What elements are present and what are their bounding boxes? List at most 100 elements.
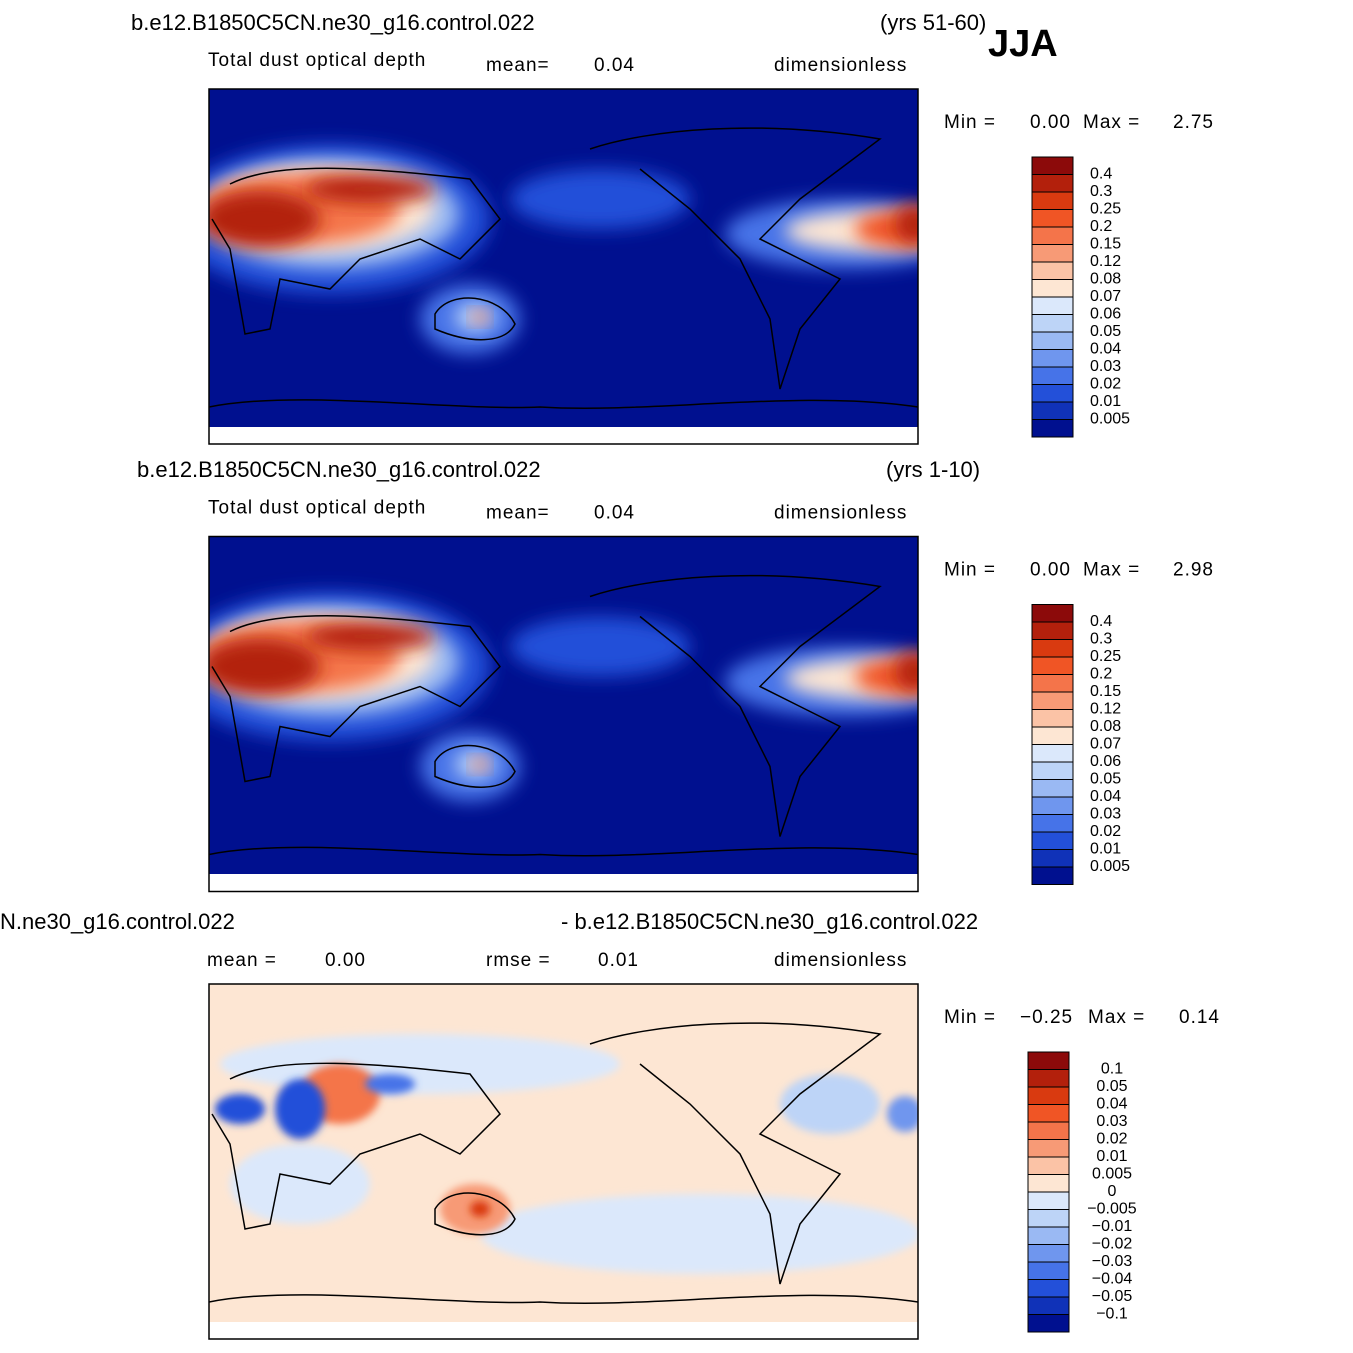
colorbar-box — [1031, 621, 1074, 640]
map — [209, 536, 918, 874]
max-value: 0.14 — [1179, 1007, 1220, 1028]
colorbar-box — [1027, 1156, 1070, 1175]
max-value: 2.75 — [1173, 112, 1214, 133]
max-label: Max = — [1083, 560, 1140, 581]
colorbar-label: 0.03 — [1090, 358, 1121, 375]
colorbar-label: 0.02 — [1090, 376, 1121, 393]
colorbar-label: −0.05 — [1092, 1288, 1133, 1305]
colorbar-label: −0.1 — [1096, 1306, 1128, 1323]
colorbar-box — [1031, 349, 1074, 368]
colorbar-box — [1031, 331, 1074, 350]
colorbar-box — [1027, 1104, 1070, 1123]
colorbar-label: 0.05 — [1090, 323, 1121, 340]
colorbar-box — [1031, 279, 1074, 298]
colorbar-box — [1031, 226, 1074, 245]
colorbar-box — [1027, 1244, 1070, 1263]
colorbar-label: −0.005 — [1087, 1201, 1136, 1218]
colorbar-label: 0.01 — [1096, 1148, 1127, 1165]
colorbar-box — [1027, 1069, 1070, 1088]
colorbar-box — [1031, 174, 1074, 193]
colorbar-label: 0.08 — [1090, 271, 1121, 288]
colorbar-label: −0.01 — [1092, 1218, 1133, 1235]
colorbar-label: 0.04 — [1096, 1096, 1127, 1113]
colorbar-box — [1031, 401, 1074, 420]
dust-plume — [510, 169, 690, 229]
colorbar-label: 0.005 — [1090, 411, 1130, 428]
dust-plume — [510, 616, 690, 677]
colorbar-box — [1027, 1279, 1070, 1298]
colorbar-label: −0.04 — [1092, 1271, 1133, 1288]
colorbar-label: 0.04 — [1090, 341, 1121, 358]
colorbar-box — [1031, 744, 1074, 763]
colorbar-box — [1027, 1191, 1070, 1210]
colorbar-box — [1027, 1121, 1070, 1140]
difference-field — [220, 1034, 620, 1094]
colorbar-box — [1031, 674, 1074, 693]
colorbar-label: 0.12 — [1090, 701, 1121, 718]
panel-title-left: N.ne30_g16.control.022 — [0, 909, 235, 934]
colorbar-label: 0.12 — [1090, 253, 1121, 270]
map-frame — [208, 535, 919, 893]
colorbar-label: 0.02 — [1090, 823, 1121, 840]
difference-field — [275, 1079, 325, 1139]
min-label: Min = — [944, 1007, 996, 1028]
colorbar-label: 0.1 — [1101, 1061, 1123, 1078]
colorbar-label: 0.01 — [1090, 841, 1121, 858]
panel-title-left: b.e12.B1850C5CN.ne30_g16.control.022 — [137, 457, 541, 482]
colorbar-box — [1031, 691, 1074, 710]
coastline — [209, 846, 918, 857]
colorbar-box — [1031, 366, 1074, 385]
colorbar-label: 0.03 — [1090, 806, 1121, 823]
colorbar-label: 0.4 — [1090, 613, 1112, 630]
colorbar-box — [1027, 1226, 1070, 1245]
panel-title-left: b.e12.B1850C5CN.ne30_g16.control.022 — [131, 10, 535, 35]
colorbar-box — [1027, 1261, 1070, 1280]
colorbar-label: 0.2 — [1090, 218, 1112, 235]
coastline — [589, 127, 882, 390]
map — [209, 984, 918, 1322]
dust-plume — [895, 204, 918, 244]
variable-name: Total dust optical depth — [208, 498, 426, 519]
colorbar-box — [1031, 314, 1074, 333]
difference-field — [480, 1194, 918, 1274]
colorbar-box — [1031, 639, 1074, 658]
colorbar-box — [1031, 866, 1074, 885]
dust-plume — [209, 191, 320, 247]
coastline — [209, 399, 918, 409]
colorbar-box — [1027, 1296, 1070, 1315]
colorbar-box — [1031, 604, 1074, 623]
colorbar-box — [1031, 656, 1074, 675]
colorbar-label: 0.3 — [1090, 631, 1112, 648]
dust-plume — [895, 651, 918, 692]
variable-name: Total dust optical depth — [208, 50, 426, 71]
colorbar-box — [1031, 814, 1074, 833]
max-label: Max = — [1083, 112, 1140, 133]
colorbar-label: 0.25 — [1090, 648, 1121, 665]
colorbar-box — [1027, 1086, 1070, 1105]
difference-field — [470, 1201, 490, 1217]
colorbar-label: 0 — [1108, 1183, 1117, 1200]
colorbar-label: −0.03 — [1092, 1253, 1133, 1270]
colorbar-box — [1031, 261, 1074, 280]
dust-plume — [305, 175, 435, 203]
min-value: −0.25 — [1020, 1007, 1073, 1028]
difference-field — [365, 1074, 415, 1094]
colorbar-label: 0.02 — [1096, 1131, 1127, 1148]
colorbar-label: 0.04 — [1090, 788, 1121, 805]
colorbar-box — [1027, 1174, 1070, 1193]
colorbar-label: 0.08 — [1090, 718, 1121, 735]
dust-plume — [473, 758, 487, 771]
units: dimensionless — [774, 55, 907, 76]
panel-title-right: (yrs 1-10) — [886, 457, 980, 482]
colorbar-box — [1031, 726, 1074, 745]
coastline — [589, 1022, 882, 1285]
colorbar-box — [1031, 761, 1074, 780]
map — [209, 89, 918, 427]
colorbar-box — [1031, 191, 1074, 210]
colorbar-label: 0.4 — [1090, 166, 1112, 183]
coastline — [434, 744, 516, 788]
colorbar-label: 0.15 — [1090, 683, 1121, 700]
min-label: Min = — [944, 560, 996, 581]
colorbar-label: 0.01 — [1090, 393, 1121, 410]
units: dimensionless — [774, 503, 907, 524]
